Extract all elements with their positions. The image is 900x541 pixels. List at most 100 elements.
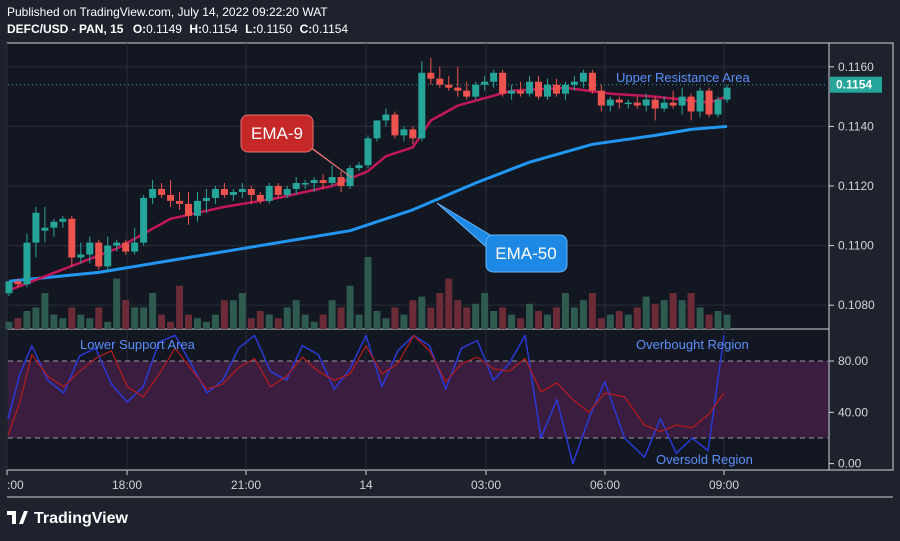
candle-bear <box>220 188 228 195</box>
candle-bear <box>552 84 560 94</box>
volume-bar <box>606 314 614 329</box>
candle-bull <box>131 242 139 252</box>
volume-bar <box>50 314 58 329</box>
candle-bull <box>23 242 31 285</box>
oscillator-tick-label: 0.00 <box>838 457 862 471</box>
brand-name: TradingView <box>34 510 129 527</box>
oscillator-lines <box>7 334 725 465</box>
volume-bar <box>624 314 632 329</box>
candle-bear <box>337 177 345 186</box>
volume-bar <box>490 311 498 329</box>
oversold-label: Oversold Region <box>656 452 753 467</box>
tradingview-logo: TradingView <box>7 510 129 527</box>
ema9-callout: EMA-9 <box>240 114 353 179</box>
candle-bear <box>68 218 76 258</box>
volume-bar <box>32 307 40 329</box>
candle-bull <box>723 87 731 100</box>
volume-bar <box>508 314 516 329</box>
volume-bar <box>561 293 569 329</box>
volume-bar <box>283 307 291 329</box>
volume-bar <box>14 318 22 329</box>
candle-bull <box>606 99 614 106</box>
ohlc-close-key: C: <box>300 22 313 36</box>
volume-bar <box>642 296 650 329</box>
volume-bar <box>651 303 659 329</box>
candle-bull <box>149 188 157 198</box>
candle-bull <box>283 188 291 195</box>
volume-bar <box>588 293 596 329</box>
candle-bull <box>301 183 309 185</box>
ema-lines <box>8 86 728 292</box>
volume-bar <box>705 314 713 329</box>
volume-bar <box>229 300 237 329</box>
oscillator-tick-label: 80.00 <box>838 354 868 368</box>
oscillator-band-fill <box>8 361 828 438</box>
volume-bar <box>472 303 480 329</box>
volume-bar <box>660 300 668 329</box>
volume-bar <box>5 321 13 329</box>
candle-bull <box>265 186 273 201</box>
volume-bar <box>77 314 85 329</box>
candle-bull <box>561 84 569 94</box>
oscillator-tick-label: 40.00 <box>838 405 868 419</box>
volume-bar <box>247 318 255 329</box>
volume-bar <box>570 307 578 329</box>
volume-bar <box>517 318 525 329</box>
candle-bear <box>651 99 659 109</box>
candle-bear <box>185 203 192 216</box>
ema9-callout-text: EMA-9 <box>251 124 303 143</box>
rsi-line <box>7 334 725 436</box>
candle-bull <box>292 183 300 189</box>
volume-bar <box>409 300 417 329</box>
candle-bull <box>202 197 210 201</box>
price-tick-label: 0.1160 <box>838 60 874 74</box>
volume-bar <box>104 321 112 329</box>
volume-bar <box>301 314 309 329</box>
candle-bull <box>526 81 534 94</box>
ema50-line <box>8 124 728 283</box>
volume-bar <box>714 311 722 329</box>
volume-bar <box>238 293 246 329</box>
volume-bar <box>95 307 103 329</box>
ohlc-low-key: L: <box>245 22 256 36</box>
ema50-callout-text: EMA-50 <box>495 244 556 263</box>
x-tick-label: 14 <box>359 478 373 492</box>
candle-bull <box>660 102 668 109</box>
candle-bull <box>355 165 363 169</box>
candle-bull <box>382 114 390 121</box>
volume-bar <box>158 314 166 329</box>
x-tick-label: :00 <box>7 478 24 492</box>
volume-bar <box>41 293 49 329</box>
candle-bull <box>104 245 112 267</box>
volume-bar <box>310 321 318 329</box>
volume-bar <box>669 293 677 329</box>
last-price-badge <box>830 76 882 93</box>
volume-bar <box>633 307 641 329</box>
candle-bear <box>588 72 596 91</box>
volume-bar <box>463 307 471 329</box>
candle-bear <box>454 87 462 91</box>
candle-bull <box>32 212 40 243</box>
candle-bull <box>238 188 246 192</box>
stochastic-line <box>7 334 725 465</box>
volume-bar <box>202 321 210 329</box>
candle-bear <box>669 102 677 106</box>
candle-bear <box>436 78 444 85</box>
volume-bar <box>211 314 219 329</box>
symbol-line: DEFC/USD - PAN, 15 O:0.1149 H:0.1154 L:0… <box>7 22 348 36</box>
volume-bar <box>274 318 282 329</box>
tradingview-logo-icon <box>7 511 28 524</box>
volume-bar <box>391 307 399 329</box>
volume-bar <box>193 318 201 329</box>
volume-bars <box>5 257 731 329</box>
volume-bar <box>319 314 327 329</box>
symbol-label: DEFC/USD - PAN, 15 <box>7 22 124 36</box>
volume-bar <box>687 293 695 329</box>
oscillator-band <box>8 360 828 439</box>
candle-bear <box>517 90 525 94</box>
candle-bull <box>696 90 704 112</box>
candle-bull <box>86 242 94 255</box>
volume-bar <box>256 311 264 329</box>
candle-bull <box>77 254 85 258</box>
candle-bear <box>14 281 22 285</box>
